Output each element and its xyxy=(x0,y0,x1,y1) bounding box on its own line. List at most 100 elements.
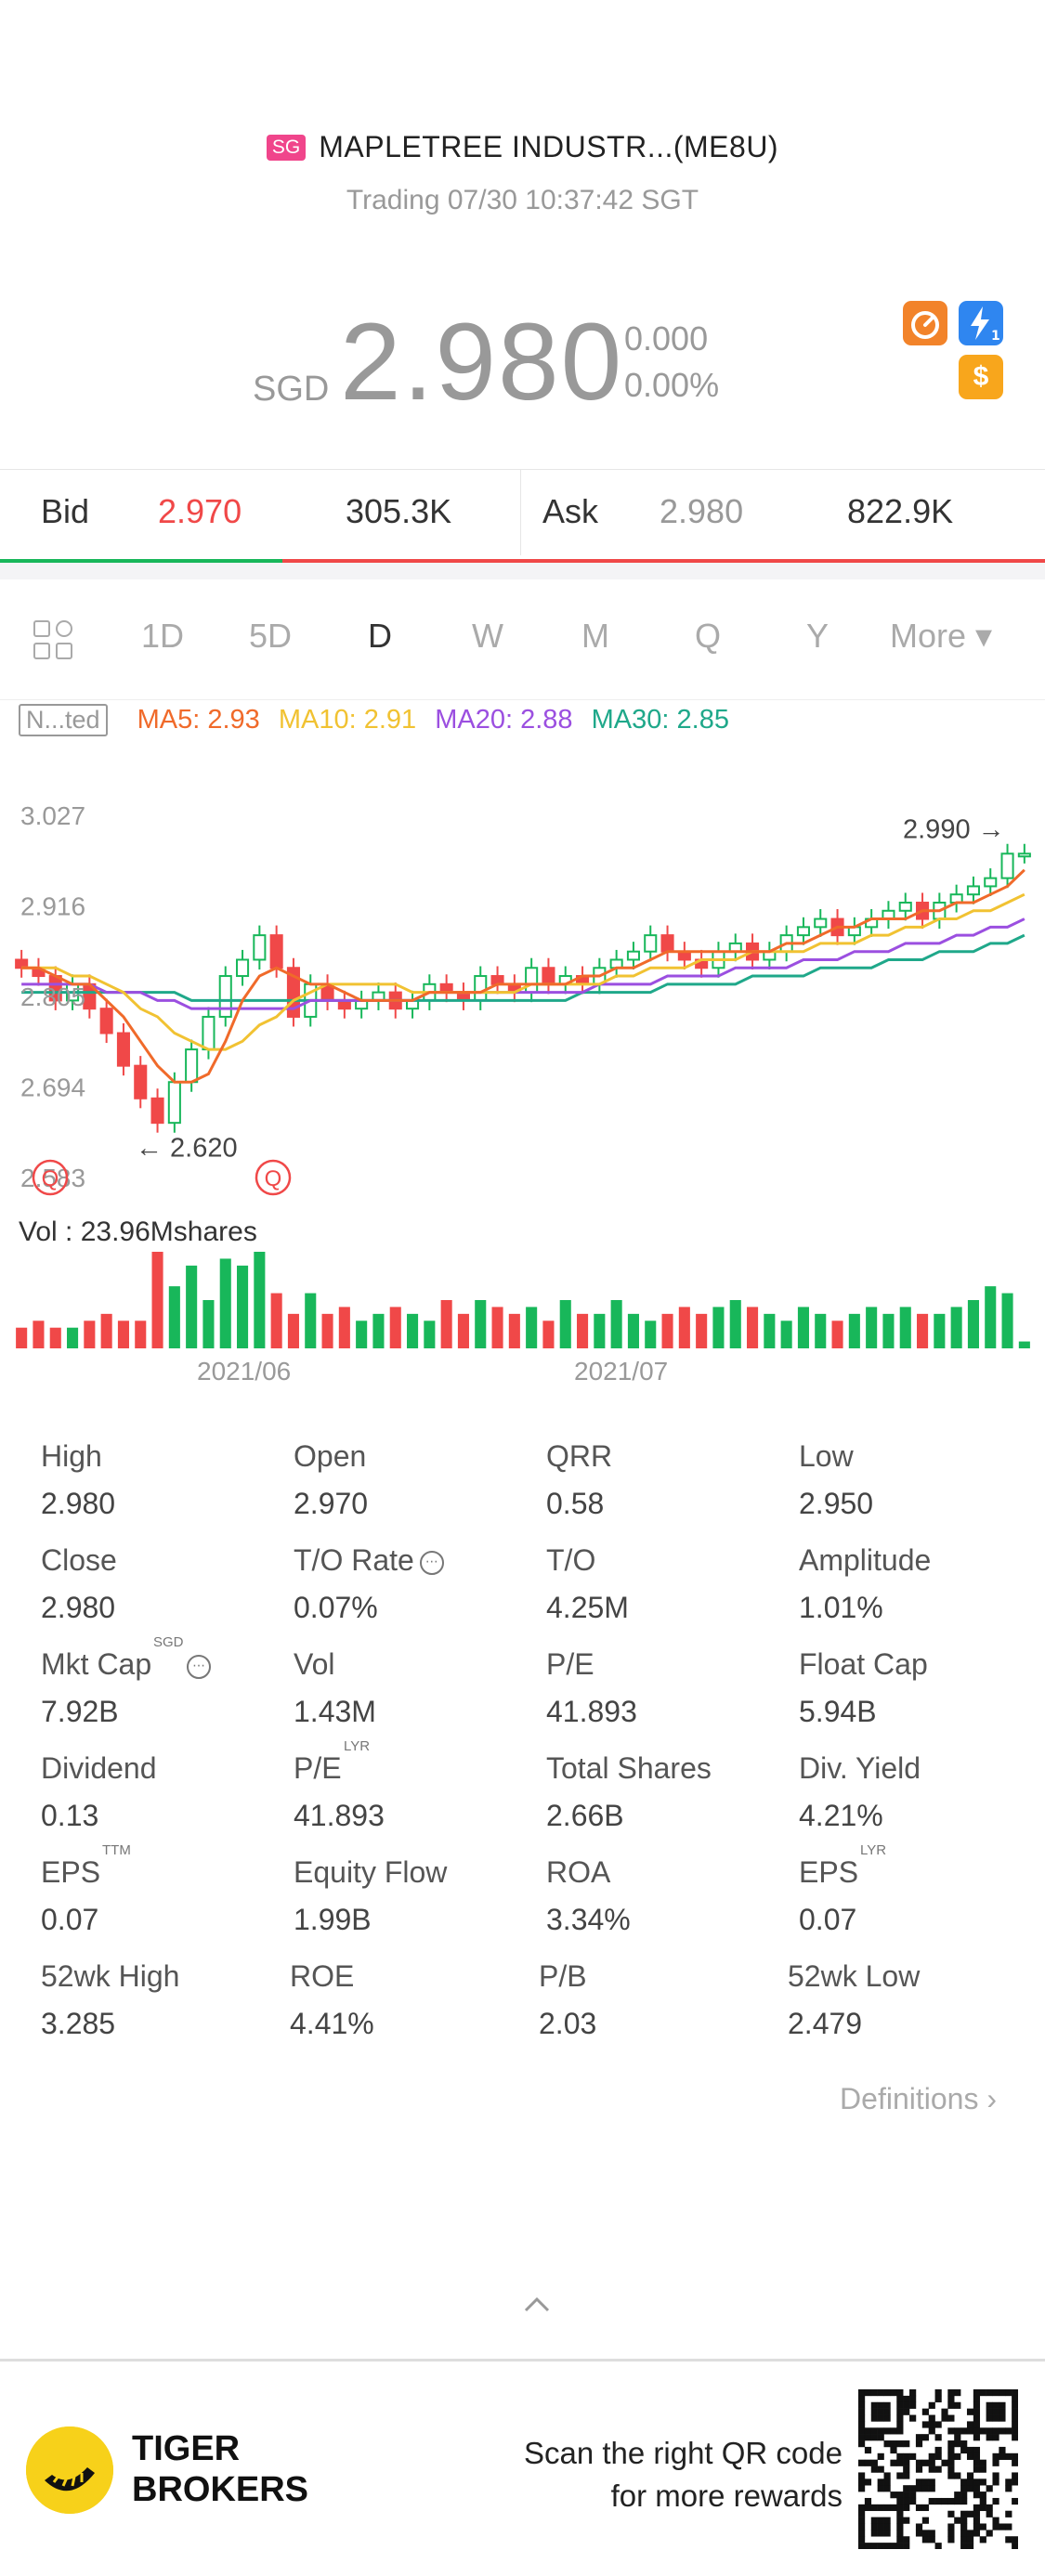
volume-bar xyxy=(917,1313,929,1348)
volume-bar xyxy=(321,1313,333,1348)
stat-value: 41.893 xyxy=(546,1695,637,1728)
layout-grid-icon[interactable] xyxy=(33,620,74,661)
bid-price: 2.970 xyxy=(158,492,242,530)
event-marker-label: Q xyxy=(42,1166,59,1191)
tab-more[interactable]: More ▾ xyxy=(890,617,993,655)
ma-legend: N...ted MA5: 2.93 MA10: 2.91 MA20: 2.88 … xyxy=(19,704,740,736)
y-tick-label: 2.805 xyxy=(20,982,85,1011)
stat-label-text: Open xyxy=(294,1439,367,1473)
volume-bar xyxy=(16,1327,28,1348)
price-change: 0.000 0.00% xyxy=(624,316,719,409)
info-icon[interactable]: ⋯ xyxy=(419,1550,444,1575)
gauge-icon[interactable] xyxy=(903,301,947,345)
volume-bar xyxy=(577,1313,589,1348)
volume-bar xyxy=(678,1307,690,1348)
brand-name: TIGER BROKERS xyxy=(132,2428,308,2510)
candle-body xyxy=(542,967,555,985)
tab-1d[interactable]: 1D xyxy=(141,617,185,655)
stat-label-text: Equity Flow xyxy=(294,1855,448,1889)
candle-body xyxy=(796,926,810,937)
stat-label: Low xyxy=(799,1439,1045,1474)
ma5-line xyxy=(21,868,1025,1084)
stat-label-text: Amplitude xyxy=(799,1543,932,1577)
tab-month[interactable]: M xyxy=(581,617,609,655)
stat-label: EPS LYR xyxy=(799,1842,1045,1890)
volume-bar xyxy=(526,1307,538,1348)
candle-body xyxy=(1000,852,1014,879)
stat-label: ROA xyxy=(546,1855,797,1890)
last-price: 2.980 xyxy=(340,301,624,423)
stat-cell: 52wk Low 2.479 xyxy=(788,1959,1038,2041)
y-tick-label: 2.916 xyxy=(20,892,85,921)
volume-bar xyxy=(747,1307,759,1348)
volume-bar xyxy=(559,1300,571,1348)
ma5-label: MA5: 2.93 xyxy=(137,705,260,735)
y-tick-label: 2.583 xyxy=(20,1164,85,1192)
volume-bar xyxy=(491,1307,503,1348)
stat-value: 1.01% xyxy=(799,1591,883,1624)
stat-value: 2.970 xyxy=(294,1487,369,1520)
stat-cell: P/E 41.893 xyxy=(546,1647,797,1729)
volume-bar xyxy=(338,1307,350,1348)
stat-label: High xyxy=(41,1439,292,1474)
stat-cell: P/B 2.03 xyxy=(539,1959,790,2041)
stock-title[interactable]: MAPLETREE INDUSTR...(ME8U) xyxy=(319,130,779,163)
tab-week[interactable]: W xyxy=(472,617,503,655)
volume-bar xyxy=(49,1327,61,1348)
ma20-label: MA20: 2.88 xyxy=(435,705,573,735)
divider xyxy=(0,469,1045,470)
candle-body xyxy=(644,934,658,953)
candle-body xyxy=(218,975,232,1018)
event-marker-circle xyxy=(255,1159,292,1196)
stat-value: 4.41% xyxy=(290,2007,374,2040)
stat-label: Div. Yield xyxy=(799,1751,1045,1786)
volume-bar xyxy=(950,1307,962,1348)
bid-ask-bar: Bid 2.970 305.3K Ask 2.980 822.9K xyxy=(0,470,1045,566)
adjust-selector[interactable]: N...ted xyxy=(19,704,108,736)
event-marker-circle xyxy=(32,1159,69,1196)
stat-label: P/B xyxy=(539,1959,790,1994)
price-chart[interactable]: 3.027 2.916 2.805 2.694 2.583 2.990 → ← 2.620 Q… xyxy=(0,789,1045,1384)
candle-body xyxy=(167,1081,181,1125)
candle-body xyxy=(202,1015,216,1051)
candle-body xyxy=(525,967,539,994)
tab-quarter[interactable]: Q xyxy=(695,617,722,655)
stat-label-text: Div. Yield xyxy=(799,1751,921,1785)
definitions-link[interactable]: Definitions › xyxy=(840,2082,997,2115)
volume-bar xyxy=(219,1258,231,1348)
volume-bar xyxy=(84,1321,96,1348)
stat-value: 2.950 xyxy=(799,1487,874,1520)
x-axis-label: 2021/07 xyxy=(574,1357,668,1384)
stat-cell: QRR 0.58 xyxy=(546,1439,797,1521)
volume-bar xyxy=(33,1321,45,1348)
collapse-chevron-up-icon[interactable] xyxy=(520,2286,554,2322)
stat-cell: Float Cap 5.94B xyxy=(799,1647,1045,1729)
stat-cell: Div. Yield 4.21% xyxy=(799,1751,1045,1833)
dollar-icon[interactable]: $ xyxy=(959,355,1003,399)
ma30-label: MA30: 2.85 xyxy=(591,705,729,735)
candle-body xyxy=(150,1097,164,1125)
stat-value: 2.66B xyxy=(546,1799,624,1832)
stat-cell: Vol 1.43M xyxy=(294,1647,544,1729)
volume-bar xyxy=(967,1300,979,1348)
stat-label: Open xyxy=(294,1439,544,1474)
stat-value: 1.99B xyxy=(294,1903,372,1936)
stat-label: Mkt Cap SGD ⋯ xyxy=(41,1634,292,1682)
stat-label-text: Dividend xyxy=(41,1751,157,1785)
stat-label: Float Cap xyxy=(799,1647,1045,1682)
volume-bar xyxy=(305,1293,317,1348)
stat-cell: Equity Flow 1.99B xyxy=(294,1855,544,1937)
stat-label-text: High xyxy=(41,1439,102,1473)
volume-bar xyxy=(270,1293,282,1348)
tab-day[interactable]: D xyxy=(368,617,392,655)
stat-cell: Open 2.970 xyxy=(294,1439,544,1521)
info-icon[interactable]: ⋯ xyxy=(187,1654,212,1679)
candle-body xyxy=(814,917,828,929)
tab-year[interactable]: Y xyxy=(806,617,829,655)
stat-label-text: 52wk High xyxy=(41,1959,180,1993)
lightning-icon[interactable]: 1 xyxy=(959,301,1003,345)
ask-price: 2.980 xyxy=(660,492,744,530)
stat-label-text: EPS xyxy=(799,1855,859,1889)
tab-5d[interactable]: 5D xyxy=(249,617,293,655)
stat-label-text: P/E xyxy=(294,1751,342,1785)
